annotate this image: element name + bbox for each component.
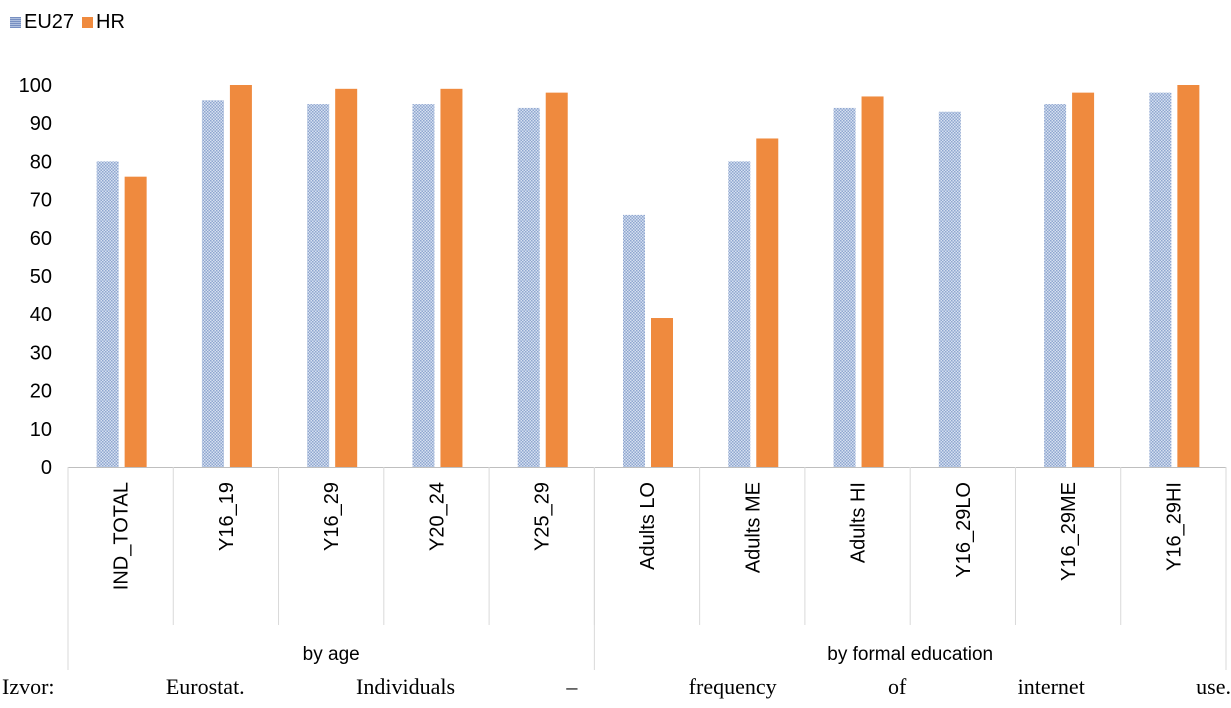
bar-eu27 (517, 107, 540, 468)
x-tick-label: Y16_29LO (953, 482, 975, 578)
bar-hr (335, 88, 358, 467)
bar-eu27 (833, 107, 856, 468)
legend-item-eu27: EU27 (10, 11, 74, 34)
y-tick-label: 70 (30, 190, 52, 212)
legend-item-hr: HR (82, 11, 125, 34)
bar-hr (545, 92, 568, 467)
y-tick-label: 30 (30, 342, 52, 364)
x-tick-label: Adults ME (742, 482, 764, 573)
caption-word: – (566, 674, 578, 699)
bar-hr (440, 88, 463, 467)
x-tick-label: IND_TOTAL (111, 482, 133, 590)
caption-word: Izvor: (2, 674, 55, 699)
bar-hr (756, 138, 779, 468)
bar-eu27 (307, 104, 330, 467)
legend-swatch-eu27 (10, 16, 21, 28)
bar-eu27 (728, 161, 751, 467)
legend-swatch-hr (82, 16, 94, 28)
bar-eu27 (1044, 104, 1067, 467)
y-tick-label: 60 (30, 228, 52, 250)
caption-word: internet (1017, 674, 1085, 699)
caption-word: of (887, 674, 907, 699)
legend-label-hr: HR (96, 10, 125, 33)
bar-eu27 (938, 111, 961, 468)
y-tick-label: 50 (30, 266, 52, 288)
bar-hr (861, 96, 884, 468)
bar-eu27 (623, 214, 645, 467)
y-tick-label: 10 (30, 419, 52, 441)
bar-hr (1072, 92, 1095, 467)
group-label: by formal education (827, 644, 993, 665)
x-tick-label: Y25_29 (532, 482, 554, 551)
caption-word: frequency (688, 674, 777, 699)
bar-eu27 (412, 104, 435, 467)
bar-eu27 (201, 100, 224, 467)
source-caption: Izvor: Eurostat. Individuals – frequency… (2, 674, 1231, 700)
legend: EU27 HR (10, 10, 133, 34)
legend-label-eu27: EU27 (24, 10, 75, 33)
bar-hr (229, 85, 252, 467)
y-tick-label: 90 (30, 113, 52, 135)
bar-hr (1177, 85, 1200, 467)
x-tick-label: Y16_29HI (1163, 482, 1185, 571)
x-tick-label: Y16_29 (321, 482, 343, 551)
x-tick-label: Y20_24 (426, 482, 448, 551)
bar-chart: 0 10 20 30 40 50 60 70 80 90 100 IND_TOTAL Y16_19 Y16… (19, 75, 1227, 670)
caption-word: Individuals (356, 674, 456, 699)
y-tick-label: 100 (19, 75, 52, 97)
x-tick-label: Y16_29ME (1058, 482, 1080, 581)
bar-eu27 (1149, 92, 1172, 467)
bar-hr (651, 318, 673, 467)
group-label: by age (303, 644, 360, 665)
caption-word: Eurostat. (165, 674, 245, 699)
y-tick-label: 80 (30, 151, 52, 173)
x-tick-label: Y16_19 (216, 482, 238, 551)
bar-hr (124, 176, 147, 467)
y-tick-label: 40 (30, 304, 52, 326)
y-tick-label: 0 (41, 457, 52, 479)
bar-eu27 (96, 161, 119, 467)
y-tick-label: 20 (30, 381, 52, 403)
caption-word: use. (1196, 674, 1231, 699)
x-tick-label: Adults HI (848, 482, 870, 563)
x-tick-label: Adults LO (637, 482, 659, 570)
